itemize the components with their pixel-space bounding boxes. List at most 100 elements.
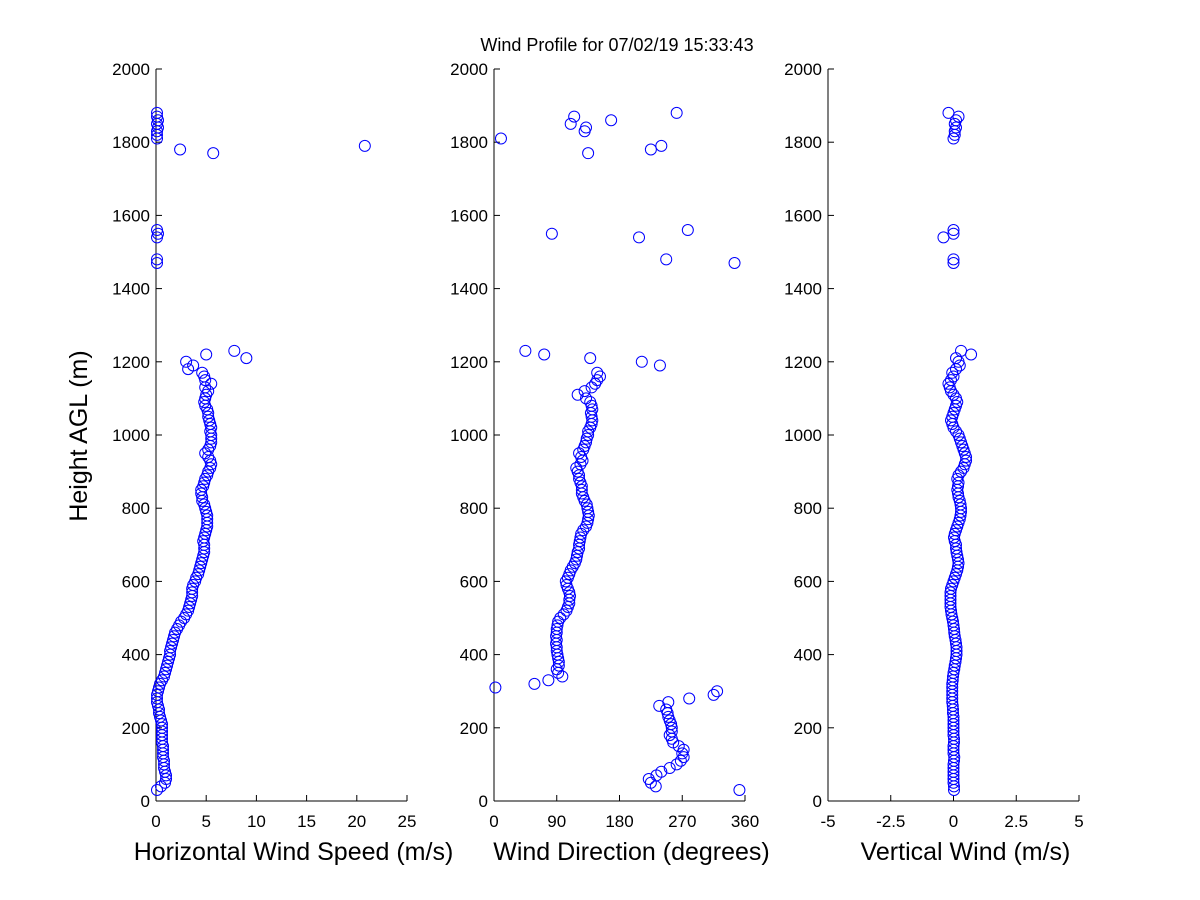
data-point [538,348,551,361]
data-point [205,458,218,471]
data-point [153,681,166,694]
x-tick-label: 0 [949,812,958,831]
data-point [582,505,595,518]
data-point [240,352,253,365]
data-point [194,560,207,573]
data-point [151,784,164,797]
data-point [174,143,187,156]
data-point [580,121,593,134]
data-point [674,754,687,767]
y-tick-label: 800 [122,499,150,518]
subplot-3: 0 200 400 600 800 1000 1200 1400 1600 1800 2000 -5 -… [784,60,1084,866]
data-point [575,483,588,496]
subplot-2: 0 200 400 600 800 1000 1200 1400 1600 1800 2000 0 90… [450,60,770,866]
data-point [947,253,960,266]
data-point [944,374,957,387]
y-tick-label: 1600 [112,206,150,225]
y-tick-label: 1800 [450,133,488,152]
data-point [670,758,683,771]
data-point [228,344,241,357]
data-point [151,224,164,237]
data-point [653,359,666,372]
data-point [950,425,963,438]
y-tick-label: 1000 [784,426,822,445]
y-tick-label: 0 [479,792,488,811]
data-point [198,476,211,489]
data-point [193,564,206,577]
data-point [937,231,950,244]
y-tick-label: 1600 [450,206,488,225]
data-point [573,535,586,548]
data-point [582,147,595,160]
data-point [681,224,694,237]
data-point [586,403,599,416]
data-point [591,366,604,379]
data-point [557,608,570,621]
data-point [358,139,371,152]
data-point [633,231,646,244]
x-tick-label: 2.5 [1004,812,1028,831]
x-tick-label: 360 [731,812,759,831]
data-point [195,487,208,500]
data-point [584,396,597,409]
data-point [649,780,662,793]
data-point [660,253,673,266]
data-point [582,429,595,441]
y-tick-label: 2000 [784,60,822,79]
data-point [159,666,172,679]
data-point [952,429,965,441]
data-point [184,597,197,610]
data-point [655,139,668,152]
data-point [960,454,973,467]
data-point [151,106,164,119]
y-tick-label: 0 [141,792,150,811]
data-point [196,366,209,379]
data-point [950,114,963,127]
x-tick-label: -5 [820,812,835,831]
data-point [580,392,593,405]
data-point [728,256,741,269]
y-tick-label: 1200 [112,353,150,372]
data-point [168,630,181,643]
x-tick-label: 20 [347,812,366,831]
data-point [670,106,683,119]
data-point [165,641,178,654]
data-point [204,418,217,431]
data-point [574,531,587,544]
data-point [644,143,657,156]
data-point [942,106,955,119]
data-point [200,505,213,518]
data-point [662,696,675,709]
y-tick-label: 1000 [450,426,488,445]
data-point [944,586,957,599]
data-point [955,502,968,515]
data-point [528,677,541,690]
y-tick-label: 1800 [112,133,150,152]
data-point [570,461,583,474]
data-point [202,385,215,398]
data-point [201,469,214,482]
data-point [707,688,720,701]
data-point [151,256,164,269]
data-point [199,447,212,460]
data-point [642,773,655,786]
figure-title: Wind Profile for 07/02/19 15:33:43 [480,35,753,55]
data-point [162,655,175,668]
data-point [560,579,573,592]
data-point [187,359,200,372]
data-point [542,674,555,687]
data-point [711,685,724,698]
y-tick-label: 1400 [112,280,150,299]
data-point [205,421,218,434]
data-point [489,681,502,694]
data-point [183,601,196,614]
data-point [591,374,604,387]
data-point [665,721,678,734]
x-axis-label: Vertical Wind (m/s) [861,838,1071,866]
data-point [551,619,564,632]
data-point [189,575,202,588]
y-tick-label: 600 [794,572,822,591]
data-point [577,524,590,537]
x-tick-label: 90 [547,812,566,831]
data-point [199,527,212,540]
